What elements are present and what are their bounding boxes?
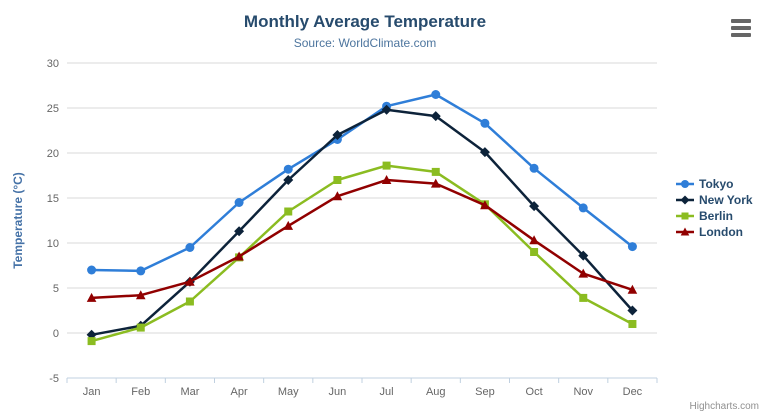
data-point-london[interactable]	[185, 276, 195, 286]
data-point-tokyo[interactable]	[480, 118, 490, 128]
data-point-new-york[interactable]	[283, 175, 294, 185]
legend-item-tokyo[interactable]: Tokyo	[676, 176, 753, 192]
export-menu-button[interactable]	[731, 18, 755, 38]
data-point-new-york[interactable]	[578, 250, 589, 261]
data-point-berlin[interactable]	[136, 323, 145, 332]
new-york-legend-marker-icon	[676, 195, 694, 205]
london-legend-marker-icon	[676, 227, 694, 236]
legend-item-london[interactable]: London	[676, 224, 753, 240]
data-point-london[interactable]	[480, 200, 490, 210]
data-point-new-york[interactable]	[627, 305, 638, 316]
x-axis-label: Jun	[329, 386, 347, 398]
data-point-tokyo[interactable]	[578, 203, 588, 213]
y-axis-label: 30	[47, 58, 59, 70]
x-axis-label: Jul	[380, 386, 394, 398]
legend-item-berlin[interactable]: Berlin	[676, 208, 753, 224]
y-axis-title: Temperature (°C)	[11, 172, 25, 269]
berlin-legend-marker-icon	[676, 212, 694, 220]
y-axis-label: 25	[47, 103, 59, 115]
data-point-london[interactable]	[430, 178, 441, 188]
data-point-tokyo[interactable]	[185, 243, 195, 252]
chart-subtitle: Source: WorldClimate.com	[293, 36, 437, 50]
hamburger-icon	[731, 19, 751, 23]
data-point-new-york[interactable]	[234, 226, 245, 237]
data-point-tokyo[interactable]	[136, 266, 146, 276]
data-point-new-york[interactable]	[529, 201, 540, 212]
hamburger-icon	[731, 33, 751, 37]
x-axis-label: Apr	[231, 386, 248, 398]
data-point-london[interactable]	[332, 191, 343, 201]
data-point-berlin[interactable]	[579, 293, 588, 302]
highcharts-credit[interactable]: Highcharts.com	[689, 401, 759, 412]
x-axis-label: Sep	[475, 386, 495, 398]
y-axis-label: 5	[53, 283, 59, 295]
y-axis-label: 20	[47, 148, 59, 160]
x-axis-label: Dec	[623, 386, 643, 398]
x-axis-label: Aug	[426, 386, 446, 398]
data-point-berlin[interactable]	[431, 167, 440, 176]
legend-label: New York	[699, 193, 753, 207]
data-point-london[interactable]	[529, 235, 539, 245]
data-point-tokyo[interactable]	[431, 90, 441, 99]
data-point-london[interactable]	[283, 220, 294, 230]
data-point-london[interactable]	[135, 290, 146, 300]
y-axis-label: 10	[47, 238, 59, 250]
data-point-tokyo[interactable]	[283, 164, 293, 174]
data-point-berlin[interactable]	[185, 297, 194, 306]
data-point-london[interactable]	[627, 284, 638, 294]
data-point-new-york[interactable]	[381, 104, 392, 115]
x-axis-label: Jan	[83, 386, 101, 398]
x-axis-label: Mar	[180, 386, 199, 398]
series-line-new-york	[91, 108, 634, 337]
data-point-tokyo[interactable]	[87, 265, 97, 275]
data-point-tokyo[interactable]	[627, 242, 637, 252]
legend-label: Berlin	[699, 209, 734, 223]
x-axis-label: Oct	[526, 386, 543, 398]
legend-item-new-york[interactable]: New York	[676, 192, 753, 208]
x-axis-label: Nov	[573, 386, 593, 398]
data-point-london[interactable]	[234, 251, 244, 261]
y-axis-label: 0	[53, 328, 59, 340]
series-line-berlin	[91, 164, 634, 343]
data-point-berlin[interactable]	[333, 176, 342, 184]
x-axis-label: Feb	[131, 386, 150, 398]
y-axis-label: 15	[47, 193, 59, 205]
data-point-london[interactable]	[381, 175, 392, 184]
legend-label: London	[699, 225, 743, 239]
y-axis-label: -5	[49, 373, 59, 385]
hamburger-icon	[731, 26, 751, 30]
data-point-london[interactable]	[86, 292, 97, 302]
data-point-new-york[interactable]	[479, 147, 490, 158]
data-point-berlin[interactable]	[530, 248, 539, 256]
data-point-tokyo[interactable]	[234, 198, 244, 207]
data-point-london[interactable]	[578, 268, 589, 278]
data-point-new-york[interactable]	[332, 130, 343, 140]
series-line-london	[91, 178, 633, 300]
legend: Tokyo New York Berlin London	[676, 176, 753, 240]
data-point-berlin[interactable]	[284, 207, 293, 216]
data-point-berlin[interactable]	[382, 161, 391, 170]
x-axis-label: May	[278, 386, 299, 398]
data-point-tokyo[interactable]	[529, 163, 539, 173]
data-point-new-york[interactable]	[430, 111, 441, 122]
data-point-berlin[interactable]	[87, 337, 96, 346]
tokyo-legend-marker-icon	[676, 180, 694, 188]
series-line-tokyo	[91, 93, 634, 273]
chart-title: Monthly Average Temperature	[243, 12, 487, 31]
data-point-berlin[interactable]	[628, 320, 637, 328]
legend-label: Tokyo	[699, 177, 734, 191]
